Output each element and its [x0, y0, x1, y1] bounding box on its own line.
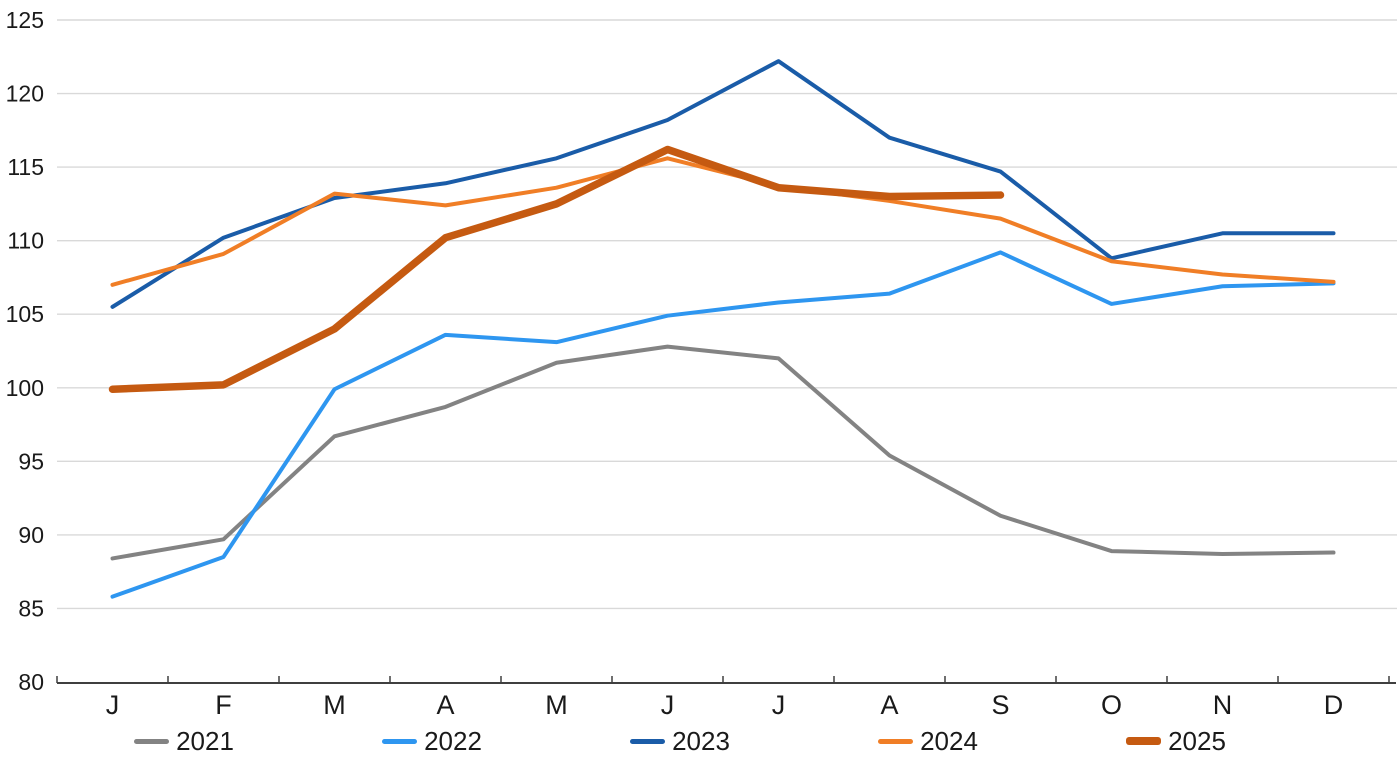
- x-tick-label: F: [215, 690, 232, 720]
- y-tick-label: 105: [6, 301, 44, 327]
- x-tick-label: M: [323, 690, 346, 720]
- legend-swatch-2024: [878, 738, 914, 744]
- x-tick-label: D: [1324, 690, 1344, 720]
- series-line-2023: [110, 59, 1336, 309]
- y-tick-label: 95: [18, 448, 44, 474]
- legend-item-2022: 2022: [382, 728, 482, 754]
- y-tick-label: 120: [6, 81, 44, 107]
- series-line-2021: [110, 344, 1336, 561]
- x-tick-label: J: [661, 690, 675, 720]
- gridlines: [57, 19, 1397, 610]
- legend-swatch-2023: [630, 738, 666, 744]
- y-tick-label: 100: [6, 375, 44, 401]
- y-tick-label: 110: [7, 228, 44, 254]
- series-line-2025: [108, 145, 1005, 393]
- legend-swatch-2025: [1126, 737, 1162, 745]
- legend-item-2023: 2023: [630, 728, 730, 754]
- legend-item-2021: 2021: [134, 728, 234, 754]
- series-line-2022: [110, 250, 1336, 599]
- y-axis-labels: 80 85 90 95 100 105 110 115 120 125: [6, 7, 44, 695]
- x-tick-label: J: [772, 690, 786, 720]
- legend-label-2024: 2024: [920, 726, 978, 756]
- legend: 2021 2022 2023 2024 2025: [60, 722, 1300, 760]
- y-tick-label: 85: [18, 595, 44, 621]
- x-tick-label: N: [1213, 690, 1233, 720]
- series-lines: [108, 59, 1336, 599]
- x-tick-label: S: [991, 690, 1009, 720]
- legend-label-2023: 2023: [672, 726, 730, 756]
- x-tick-label: A: [880, 690, 898, 720]
- x-axis: [56, 676, 1396, 684]
- x-tick-label: O: [1101, 690, 1122, 720]
- x-tick-label: M: [545, 690, 568, 720]
- y-tick-label: 90: [18, 522, 44, 548]
- y-tick-label: 115: [7, 154, 44, 180]
- legend-label-2022: 2022: [424, 726, 482, 756]
- x-tick-label: J: [106, 690, 120, 720]
- legend-label-2021: 2021: [176, 726, 234, 756]
- series-line-2024: [110, 156, 1336, 287]
- y-tick-label: 125: [6, 7, 44, 33]
- legend-swatch-2021: [134, 738, 170, 744]
- legend-label-2025: 2025: [1168, 726, 1226, 756]
- legend-item-2025: 2025: [1126, 728, 1226, 754]
- legend-item-2024: 2024: [878, 728, 978, 754]
- x-tick-label: A: [436, 690, 454, 720]
- y-tick-label: 80: [18, 669, 44, 695]
- legend-swatch-2022: [382, 738, 418, 744]
